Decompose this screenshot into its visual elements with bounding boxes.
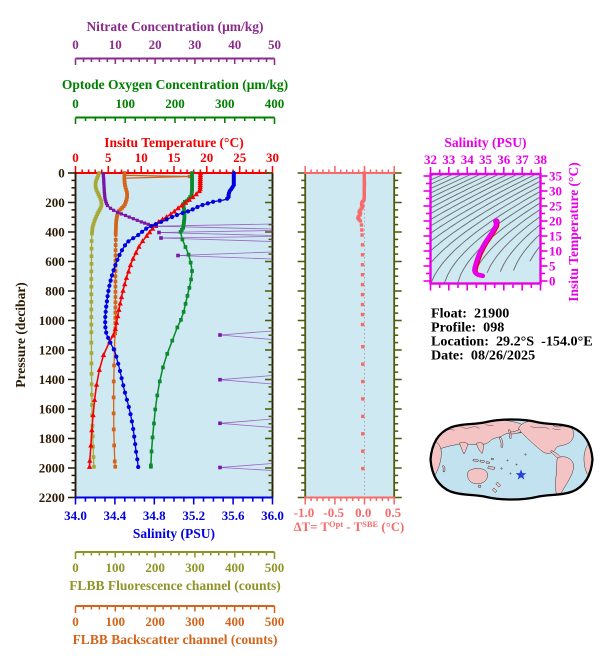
svg-text:Salinity (PSU): Salinity (PSU)	[133, 526, 215, 541]
svg-text:5: 5	[105, 150, 112, 165]
svg-text:0.0: 0.0	[355, 505, 371, 520]
svg-text:Date: 08/26/2025: Date: 08/26/2025	[431, 348, 535, 364]
svg-text:Insitu Temperature (°C): Insitu Temperature (°C)	[566, 162, 581, 301]
svg-text:15: 15	[549, 229, 563, 244]
svg-text:0: 0	[72, 150, 79, 165]
svg-text:0: 0	[72, 96, 79, 111]
svg-text:36: 36	[497, 152, 511, 167]
svg-text:38: 38	[534, 152, 548, 167]
svg-text:300: 300	[215, 96, 235, 111]
svg-text:0: 0	[72, 614, 79, 629]
svg-text:35.2: 35.2	[182, 508, 205, 523]
svg-text:100: 100	[106, 560, 126, 575]
svg-text:10: 10	[549, 244, 562, 259]
svg-text:200: 200	[165, 96, 185, 111]
svg-text:200: 200	[145, 560, 165, 575]
svg-text:300: 300	[185, 560, 205, 575]
svg-text:34.0: 34.0	[64, 508, 87, 523]
svg-text:ΔT= TOpt - TSBE (°C): ΔT= TOpt - TSBE (°C)	[294, 519, 405, 534]
svg-text:40: 40	[228, 37, 241, 52]
svg-text:30: 30	[266, 150, 279, 165]
svg-text:20: 20	[549, 214, 562, 229]
svg-text:100: 100	[106, 614, 126, 629]
svg-text:35: 35	[479, 152, 493, 167]
svg-text:1600: 1600	[39, 402, 65, 417]
svg-text:400: 400	[45, 225, 65, 240]
svg-text:500: 500	[265, 560, 285, 575]
svg-text:34: 34	[461, 152, 475, 167]
svg-text:Profile: 098: Profile: 098	[431, 320, 504, 336]
svg-text:Pressure (decibar): Pressure (decibar)	[13, 282, 28, 388]
svg-text:600: 600	[45, 254, 65, 269]
svg-text:20: 20	[149, 37, 162, 52]
svg-text:20: 20	[200, 150, 213, 165]
svg-text:Salinity (PSU): Salinity (PSU)	[444, 135, 526, 150]
svg-text:30: 30	[188, 37, 201, 52]
svg-text:10: 10	[109, 37, 122, 52]
svg-text:2200: 2200	[39, 490, 65, 505]
svg-text:400: 400	[225, 614, 245, 629]
svg-text:10: 10	[135, 150, 148, 165]
svg-text:1800: 1800	[39, 431, 65, 446]
svg-text:50: 50	[268, 37, 281, 52]
svg-text:30: 30	[549, 184, 562, 199]
svg-text:1200: 1200	[39, 343, 65, 358]
svg-text:0: 0	[549, 274, 556, 289]
svg-text:200: 200	[145, 614, 165, 629]
svg-text:25: 25	[233, 150, 247, 165]
svg-text:400: 400	[225, 560, 245, 575]
svg-text:35: 35	[549, 169, 563, 184]
svg-text:35.6: 35.6	[222, 508, 245, 523]
svg-text:400: 400	[265, 96, 285, 111]
svg-text:1400: 1400	[39, 372, 65, 387]
svg-text:Nitrate Concentration (μm/kg): Nitrate Concentration (μm/kg)	[86, 19, 263, 34]
svg-text:2000: 2000	[39, 461, 65, 476]
svg-text:FLBB Fluorescence channel (cou: FLBB Fluorescence channel (counts)	[69, 578, 281, 593]
svg-text:34.4: 34.4	[104, 508, 127, 523]
svg-text:25: 25	[549, 199, 563, 214]
svg-text:100: 100	[115, 96, 135, 111]
svg-text:36.0: 36.0	[261, 508, 284, 523]
svg-text:300: 300	[185, 614, 205, 629]
svg-text:Insitu Temperature (°C): Insitu Temperature (°C)	[104, 135, 243, 150]
svg-text:-1.0: -1.0	[294, 505, 315, 520]
svg-text:FLBB Backscatter channel (coun: FLBB Backscatter channel (counts)	[73, 632, 278, 647]
svg-text:0.5: 0.5	[385, 505, 402, 520]
svg-text:37: 37	[516, 152, 530, 167]
svg-text:200: 200	[45, 195, 65, 210]
svg-text:Float: 21900: Float: 21900	[431, 306, 509, 322]
svg-text:500: 500	[265, 614, 285, 629]
svg-text:34.8: 34.8	[143, 508, 166, 523]
svg-text:1000: 1000	[39, 313, 65, 328]
svg-text:5: 5	[549, 259, 556, 274]
svg-text:0: 0	[72, 560, 79, 575]
svg-text:0: 0	[58, 166, 65, 181]
svg-text:33: 33	[442, 152, 456, 167]
svg-text:800: 800	[45, 284, 65, 299]
svg-text:15: 15	[168, 150, 182, 165]
svg-text:Location: 29.2°S -154.0°E: Location: 29.2°S -154.0°E	[431, 334, 593, 350]
svg-text:0: 0	[72, 37, 79, 52]
svg-text:-0.5: -0.5	[323, 505, 344, 520]
svg-text:Optode Oxygen Concentration (μ: Optode Oxygen Concentration (μm/kg)	[62, 77, 288, 92]
svg-text:32: 32	[424, 152, 437, 167]
